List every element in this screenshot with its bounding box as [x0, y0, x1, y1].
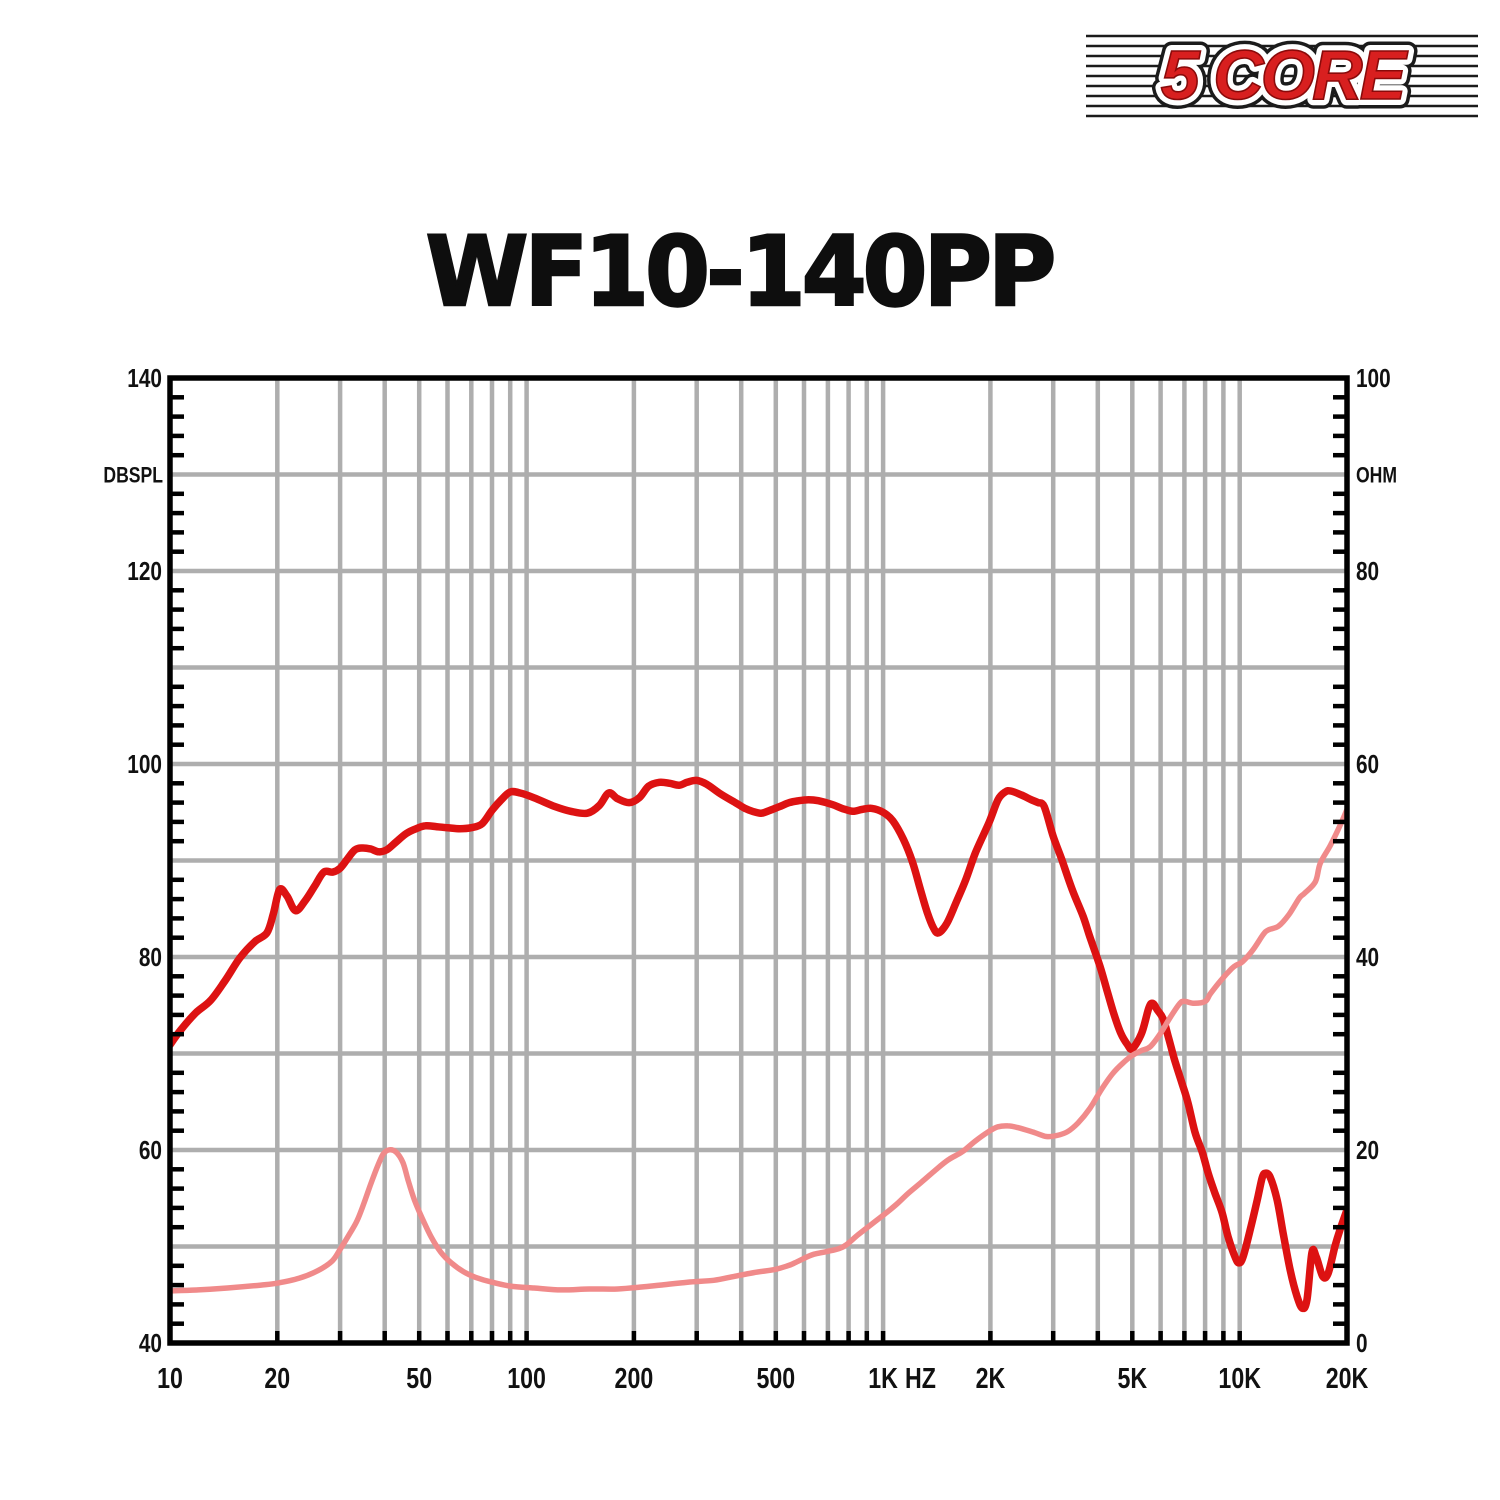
y-right-tick-label: 0 — [1356, 1329, 1368, 1358]
logo-text: 5 CORE — [1161, 36, 1409, 114]
y-left-tick-label: 40 — [139, 1329, 162, 1358]
x-tick-label: 20K — [1326, 1361, 1369, 1394]
y-left-axis-unit: DBSPL — [103, 464, 163, 488]
x-tick-label: 2K — [976, 1361, 1006, 1394]
x-tick-label: 100 — [507, 1361, 546, 1394]
y-left-tick-label: 120 — [127, 557, 162, 586]
axis-minor-ticks — [170, 395, 1347, 1343]
y-right-tick-label: 40 — [1356, 943, 1379, 972]
y-left-tick-label: 80 — [139, 943, 162, 972]
x-tick-label: 50 — [406, 1361, 432, 1394]
x-tick-label: 10K — [1218, 1361, 1261, 1394]
spl-frequency-response-curve — [170, 776, 1347, 1313]
logo-stripes — [1086, 34, 1478, 118]
x-tick-label: 10 — [157, 1361, 183, 1394]
x-tick-label: 20 — [264, 1361, 290, 1394]
y-right-tick-label: 20 — [1356, 1136, 1379, 1165]
x-tick-label: 200 — [615, 1361, 654, 1394]
chart-title: WF10-140PP — [424, 215, 1057, 330]
impedance-curve — [170, 806, 1347, 1294]
x-tick-label: 500 — [756, 1361, 795, 1394]
y-left-tick-label: 100 — [127, 750, 162, 779]
plot-frame — [167, 375, 1350, 1346]
curves — [170, 776, 1347, 1313]
y-right-tick-label: 60 — [1356, 750, 1379, 779]
y-right-tick-label: 80 — [1356, 557, 1379, 586]
x-axis-unit: HZ — [905, 1361, 936, 1394]
y-left-tick-label: 140 — [127, 364, 162, 393]
y-left-tick-label: 60 — [139, 1136, 162, 1165]
x-tick-label: 1K — [868, 1361, 898, 1394]
brand-logo: 5 CORE 5 CORE 5 CORE — [1086, 27, 1478, 124]
y-right-tick-label: 100 — [1356, 364, 1391, 393]
logo-text-outline: 5 CORE — [1161, 36, 1409, 114]
x-tick-label: 5K — [1117, 1361, 1147, 1394]
logo-text-rim: 5 CORE — [1161, 36, 1409, 114]
grid-lines — [170, 378, 1347, 1343]
y-right-axis-unit: OHM — [1356, 464, 1397, 488]
